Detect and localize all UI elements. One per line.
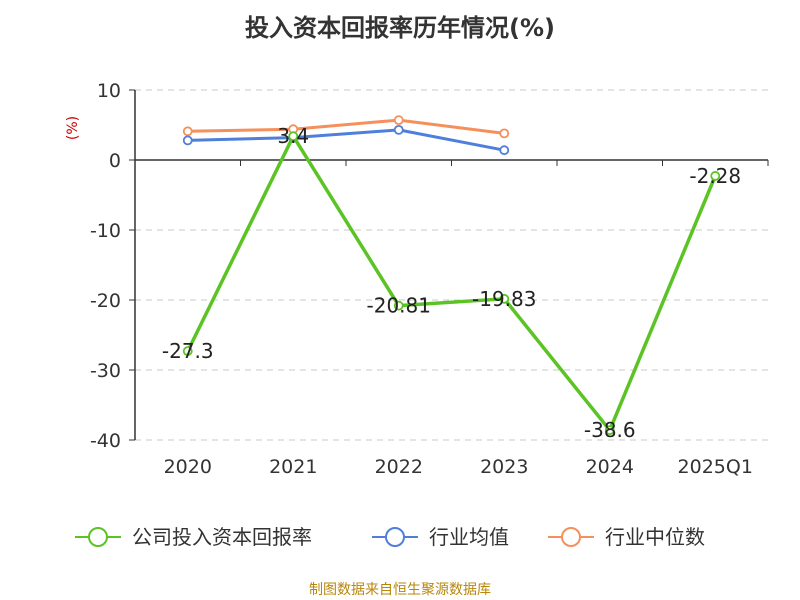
series-lines [182,115,721,436]
data-point [182,126,193,137]
y-tick-label: 0 [109,150,121,172]
legend: 公司投入资本回报率 行业均值 行业中位数 [75,525,705,549]
y-tick-label: -10 [90,220,121,242]
data-labels: -27.3 3.4 -20.81 -19.83 -38.6 -2.28 [162,124,741,442]
series-line [187,118,505,135]
source-note: 制图数据来自恒生聚源数据库 [309,582,491,598]
data-label: -19.83 [472,287,536,311]
legend-marker [88,527,108,547]
legend-label: 行业中位数 [605,525,705,549]
data-point [288,131,299,142]
y-tick-label: -30 [90,360,121,382]
data-point [499,145,510,156]
x-tick-label: 2022 [375,456,423,478]
x-tick-label: 2020 [164,456,212,478]
data-point [393,300,404,311]
legend-marker [561,527,581,547]
data-label: 3.4 [277,124,309,148]
axes: 10 0 -10 -20 -30 -40 2020 2021 2022 2023 2024 2025Q… [65,80,769,478]
data-point [182,346,193,357]
legend-label: 行业均值 [429,525,509,549]
data-label: -2.28 [689,164,741,188]
data-label: -27.3 [162,339,214,363]
legend-label: 公司投入资本回报率 [132,525,312,549]
data-point [393,115,404,125]
x-tick-label: 2025Q1 [678,456,753,478]
x-tick-label: 2023 [480,456,528,478]
x-tick-label: 2024 [586,456,634,478]
data-label: -38.6 [584,418,636,442]
data-point [393,124,404,135]
data-point [710,171,721,181]
y-tick-label: -40 [90,430,121,452]
x-tick-label: 2021 [269,456,317,478]
y-tick-label: -20 [90,290,121,312]
data-point [499,128,510,139]
y-axis-label: (%) [65,116,81,140]
chart-title: 投入资本回报率历年情况(%) [245,14,555,42]
data-label: -20.81 [367,294,431,318]
series-line [186,134,717,432]
series-line [187,128,505,152]
legend-marker [385,527,405,547]
data-point [604,425,615,436]
data-point [499,293,510,304]
y-tick-label: 10 [97,80,121,102]
data-point [182,135,193,146]
